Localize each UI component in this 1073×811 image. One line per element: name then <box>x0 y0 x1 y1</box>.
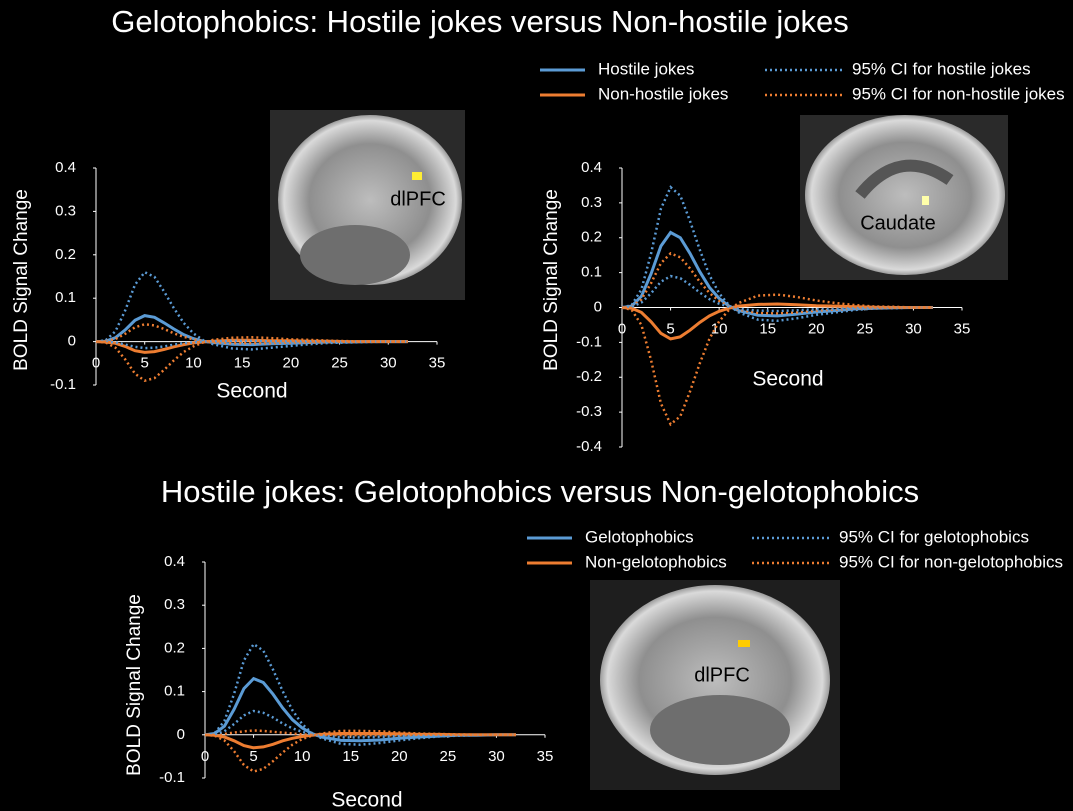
x-tick-label: 35 <box>537 748 554 765</box>
y-tick-label: -0.4 <box>576 438 602 455</box>
x-tick-label: 25 <box>331 355 348 372</box>
annotation: dlPFC <box>694 664 750 686</box>
x-tick-label: 15 <box>234 355 251 372</box>
x-tick-label: 15 <box>342 748 359 765</box>
y-tick-label: 0.3 <box>55 202 76 219</box>
x-tick-label: 20 <box>391 748 408 765</box>
y-tick-label: -0.3 <box>576 403 602 420</box>
x-tick-label: 10 <box>294 748 311 765</box>
legend-label: Hostile jokes <box>598 59 694 78</box>
x-tick-label: 5 <box>249 748 257 765</box>
ci-line <box>622 276 933 311</box>
x-tick-label: 35 <box>954 320 971 337</box>
y-tick-label: -0.1 <box>576 333 602 350</box>
y-tick-label: 0.4 <box>55 159 76 176</box>
x-tick-label: 15 <box>759 320 776 337</box>
x-tick-label: 25 <box>857 320 874 337</box>
y-tick-label: 0.4 <box>164 553 185 570</box>
legend-label: 95% CI for non-gelotophobics <box>839 552 1063 571</box>
figure: 0.4 0.3 0.2 0.1 0 -0.1 0 5 10 15 20 25 30 35 Second BOL… <box>0 0 1073 811</box>
y-tick-label: -0.1 <box>159 769 185 786</box>
x-tick-label: 35 <box>429 355 446 372</box>
y-tick-label: -0.1 <box>50 376 76 393</box>
y-axis-label: BOLD Signal Change <box>541 189 562 371</box>
legend-label: Non-gelotophobics <box>585 552 727 571</box>
y-tick-label: 0.3 <box>581 194 602 211</box>
y-tick-label: 0 <box>68 333 76 350</box>
y-tick-label: 0.4 <box>581 159 602 176</box>
y-tick-label: 0.2 <box>164 639 185 656</box>
y-tick-label: 0 <box>177 726 185 743</box>
brain-image <box>800 115 1008 280</box>
y-axis-label: BOLD Signal Change <box>11 189 32 371</box>
x-tick-label: 20 <box>283 355 300 372</box>
y-tick-label: 0.3 <box>164 596 185 613</box>
chart-title: Gelotophobics: Hostile jokes versus Non-… <box>111 4 848 39</box>
x-tick-label: 20 <box>808 320 825 337</box>
y-tick-label: 0.2 <box>581 229 602 246</box>
legend-label: 95% CI for non-hostile jokes <box>852 84 1065 103</box>
x-tick-label: 0 <box>618 320 626 337</box>
x-tick-label: 10 <box>185 355 202 372</box>
x-tick-label: 30 <box>905 320 922 337</box>
x-tick-label: 0 <box>201 748 209 765</box>
x-axis-label: Second <box>331 789 402 811</box>
y-tick-label: 0.2 <box>55 246 76 263</box>
annotation: dlPFC <box>390 188 446 210</box>
x-tick-label: 0 <box>92 355 100 372</box>
x-axis-label: Second <box>752 368 823 391</box>
legend-label: 95% CI for gelotophobics <box>839 527 1029 546</box>
x-tick-label: 30 <box>380 355 397 372</box>
y-tick-label: 0.1 <box>581 264 602 281</box>
x-tick-label: 30 <box>488 748 505 765</box>
chart-title: Hostile jokes: Gelotophobics versus Non-… <box>161 474 919 509</box>
x-axis-label: Second <box>216 380 287 403</box>
y-tick-label: 0.1 <box>164 683 185 700</box>
x-tick-label: 5 <box>666 320 674 337</box>
y-tick-label: 0 <box>594 298 602 315</box>
x-tick-label: 5 <box>141 355 149 372</box>
annotation: Caudate <box>860 212 936 234</box>
y-axis-label: BOLD Signal Change <box>124 594 145 776</box>
y-tick-label: 0.1 <box>55 289 76 306</box>
y-tick-label: -0.2 <box>576 368 602 385</box>
legend-label: Non-hostile jokes <box>598 84 728 103</box>
legend-label: Gelotophobics <box>585 527 694 546</box>
page: 0.4 0.3 0.2 0.1 0 -0.1 0 5 10 15 20 25 30 35 Second BOL… <box>0 0 1073 811</box>
legend-label: 95% CI for hostile jokes <box>852 59 1031 78</box>
x-tick-label: 25 <box>440 748 457 765</box>
